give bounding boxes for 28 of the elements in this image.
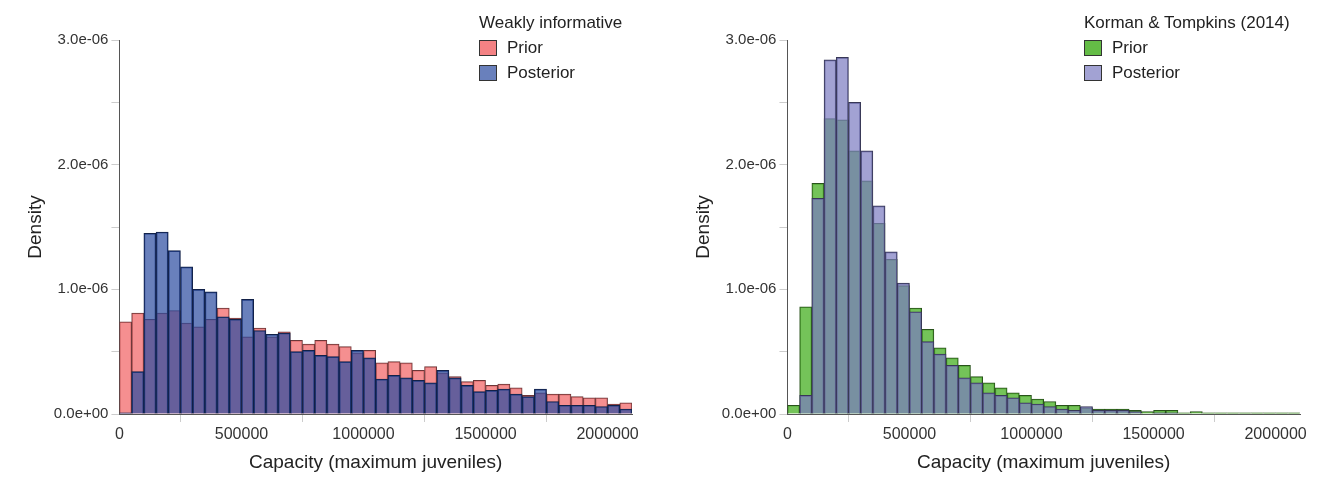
- x-axis-title: Capacity (maximum juveniles): [249, 450, 503, 472]
- y-tick-label: 1.0e-06: [57, 279, 109, 297]
- x-tick-label: 1500000: [1122, 425, 1185, 443]
- y-tick-label: 0.0e+00: [721, 404, 777, 422]
- legend-label: Posterior: [507, 62, 576, 84]
- legend-label: Prior: [1112, 37, 1148, 59]
- y-axis-title: Density: [23, 194, 45, 259]
- x-tick-label: 0: [782, 425, 792, 443]
- y-tick-label: 3.0e-06: [725, 30, 777, 48]
- y-axis-title: Density: [691, 194, 713, 259]
- y-tick-label: 2.0e-06: [57, 154, 109, 172]
- legend-title: Weakly informative: [479, 12, 623, 34]
- y-tick-label: 0.0e+00: [53, 404, 109, 422]
- x-tick-label: 500000: [882, 425, 937, 443]
- x-tick-label: 1500000: [454, 425, 517, 443]
- legend-label: Posterior: [1112, 62, 1181, 84]
- x-tick-label: 1000000: [1000, 425, 1063, 443]
- y-tick-label: 3.0e-06: [57, 30, 109, 48]
- y-tick-label: 2.0e-06: [725, 154, 777, 172]
- x-tick-label: 2000000: [576, 425, 639, 443]
- y-tick-label: 1.0e-06: [725, 279, 777, 297]
- x-tick-label: 1000000: [332, 425, 395, 443]
- x-tick-label: 2000000: [1244, 425, 1307, 443]
- x-axis-title: Capacity (maximum juveniles): [917, 450, 1171, 472]
- legend-title: Korman & Tompkins (2014): [1084, 12, 1290, 34]
- x-tick-label: 500000: [214, 425, 269, 443]
- legend-label: Prior: [507, 37, 543, 59]
- x-tick-label: 0: [114, 425, 124, 443]
